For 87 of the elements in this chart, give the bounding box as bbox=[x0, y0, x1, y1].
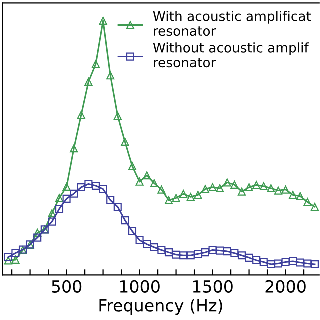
point bbox=[296, 258, 304, 267]
point bbox=[164, 196, 174, 204]
point bbox=[289, 191, 298, 200]
point bbox=[267, 184, 276, 193]
point bbox=[267, 260, 276, 269]
x-axis-title: Frequency (Hz) bbox=[100, 298, 222, 316]
point bbox=[84, 78, 93, 86]
point bbox=[223, 248, 232, 256]
point bbox=[282, 186, 290, 194]
point bbox=[274, 260, 283, 268]
legend-label: Without acoustic amplif resonator bbox=[153, 42, 310, 68]
point bbox=[216, 246, 224, 255]
point bbox=[106, 72, 115, 80]
point bbox=[180, 252, 188, 260]
point bbox=[92, 60, 100, 68]
x-tick-label: 1500 bbox=[193, 280, 233, 293]
point bbox=[310, 260, 320, 269]
point bbox=[70, 190, 78, 198]
point bbox=[260, 258, 268, 266]
point bbox=[194, 250, 202, 258]
point bbox=[128, 162, 137, 170]
point bbox=[282, 258, 290, 266]
point bbox=[143, 172, 152, 180]
point bbox=[70, 144, 78, 153]
point bbox=[230, 249, 239, 258]
point bbox=[136, 178, 144, 186]
point bbox=[106, 196, 115, 204]
point bbox=[48, 209, 56, 218]
point bbox=[180, 190, 188, 198]
point bbox=[304, 198, 312, 206]
point bbox=[62, 182, 71, 192]
point bbox=[296, 192, 304, 200]
point bbox=[245, 183, 254, 192]
point bbox=[238, 252, 246, 260]
x-tick-label: 1000 bbox=[120, 280, 160, 293]
point bbox=[186, 193, 195, 202]
point bbox=[143, 240, 152, 248]
point bbox=[164, 248, 174, 257]
point bbox=[186, 252, 195, 260]
point bbox=[304, 260, 312, 268]
point bbox=[114, 203, 122, 212]
point bbox=[128, 227, 137, 236]
point bbox=[208, 246, 217, 254]
legend-label: With acoustic amplificat resonator bbox=[153, 11, 312, 36]
point bbox=[252, 256, 261, 264]
point bbox=[201, 185, 210, 194]
point bbox=[121, 216, 130, 225]
point bbox=[150, 179, 158, 188]
point bbox=[172, 250, 180, 259]
point bbox=[77, 183, 86, 192]
point bbox=[92, 182, 100, 190]
point bbox=[77, 111, 86, 120]
point bbox=[172, 194, 180, 202]
point bbox=[12, 249, 20, 258]
point bbox=[260, 182, 268, 191]
point bbox=[114, 112, 122, 120]
point bbox=[274, 186, 283, 195]
point bbox=[245, 254, 254, 262]
point bbox=[216, 184, 224, 193]
x-tick-label: 2000 bbox=[266, 280, 306, 293]
point bbox=[230, 180, 239, 189]
point bbox=[310, 203, 320, 212]
point bbox=[55, 194, 64, 202]
point bbox=[55, 205, 64, 214]
point bbox=[4, 256, 12, 265]
x-tick-label: 500 bbox=[52, 280, 82, 293]
point bbox=[252, 181, 261, 190]
point bbox=[99, 16, 108, 26]
point bbox=[84, 180, 93, 188]
point bbox=[48, 218, 56, 226]
point bbox=[158, 186, 166, 194]
point bbox=[62, 194, 71, 203]
point bbox=[121, 138, 130, 146]
point bbox=[238, 188, 246, 196]
point bbox=[194, 191, 202, 200]
point bbox=[4, 253, 12, 262]
point bbox=[201, 248, 210, 257]
point bbox=[208, 183, 217, 192]
point bbox=[223, 178, 232, 187]
point bbox=[136, 236, 144, 244]
point bbox=[289, 257, 298, 266]
point bbox=[34, 228, 42, 238]
point bbox=[150, 243, 158, 252]
point bbox=[99, 185, 108, 194]
point bbox=[158, 246, 166, 254]
point bbox=[34, 234, 42, 242]
point bbox=[12, 256, 20, 264]
